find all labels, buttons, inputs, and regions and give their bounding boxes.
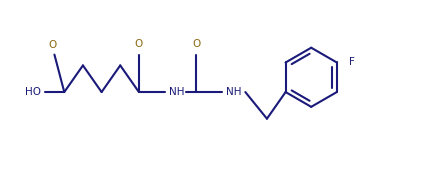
Text: NH: NH xyxy=(226,87,241,97)
Text: NH: NH xyxy=(169,87,184,97)
Text: O: O xyxy=(135,39,143,49)
Text: O: O xyxy=(192,39,200,49)
Text: HO: HO xyxy=(25,87,41,97)
Text: O: O xyxy=(48,40,57,50)
Text: F: F xyxy=(348,57,355,68)
